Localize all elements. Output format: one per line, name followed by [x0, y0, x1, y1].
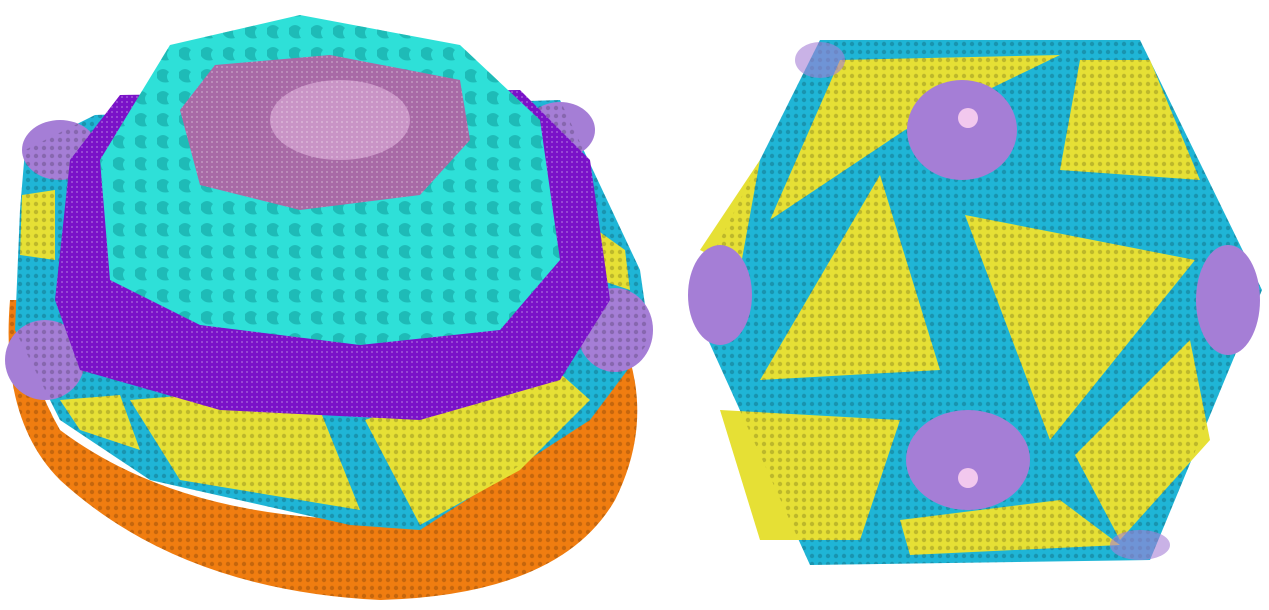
pentamer	[1196, 245, 1260, 355]
pentamers	[688, 42, 1260, 560]
cutaway-view	[5, 15, 653, 600]
exterior-view	[688, 40, 1262, 565]
pentamer	[688, 245, 752, 345]
pentamer	[795, 42, 845, 78]
pentamer	[906, 410, 1030, 510]
pentamer	[1110, 530, 1170, 560]
pentamer	[907, 80, 1017, 180]
